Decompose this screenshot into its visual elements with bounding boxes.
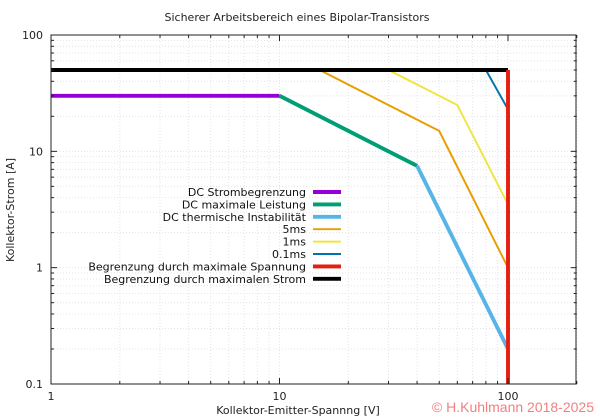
x-tick-label: 100	[498, 390, 519, 403]
y-axis-label: Kollektor-Strom [A]	[4, 158, 17, 262]
copyright-notice: © H.Kuhlmann 2018-2025	[432, 399, 594, 415]
legend-label: 1ms	[283, 236, 307, 249]
series-line	[415, 165, 510, 350]
legend-label: 5ms	[283, 223, 307, 236]
y-tick-label: 0.1	[26, 378, 44, 391]
x-tick-label: 10	[273, 390, 287, 403]
x-axis-label: Kollektor-Emitter-Spannng [V]	[216, 404, 380, 417]
series-line	[485, 69, 509, 110]
legend-label: DC maximale Leistung	[182, 198, 306, 211]
y-tick-label: 100	[22, 29, 43, 42]
legend-label: 0.1ms	[272, 248, 306, 261]
legend-label: DC Strombegrenzung	[188, 186, 306, 199]
series-line	[388, 69, 509, 205]
y-tick-label: 10	[29, 145, 43, 158]
series-line	[278, 94, 418, 168]
tick-labels: 1 10 100 0.1 1 10 100	[22, 29, 519, 403]
plot-frame	[50, 34, 577, 385]
chart-title: Sicherer Arbeitsbereich eines Bipolar-Tr…	[165, 11, 430, 24]
x-tick-label: 1	[48, 390, 55, 403]
legend-label: Begrenzung durch maximalen Strom	[104, 273, 306, 286]
y-tick-label: 1	[36, 262, 43, 275]
legend-label: DC thermische Instabilität	[163, 211, 307, 224]
plot-lines	[51, 68, 510, 384]
series-line	[319, 69, 509, 269]
axis-ticks	[50, 35, 578, 385]
legend-label: Begrenzung durch maximale Spannung	[88, 260, 306, 273]
